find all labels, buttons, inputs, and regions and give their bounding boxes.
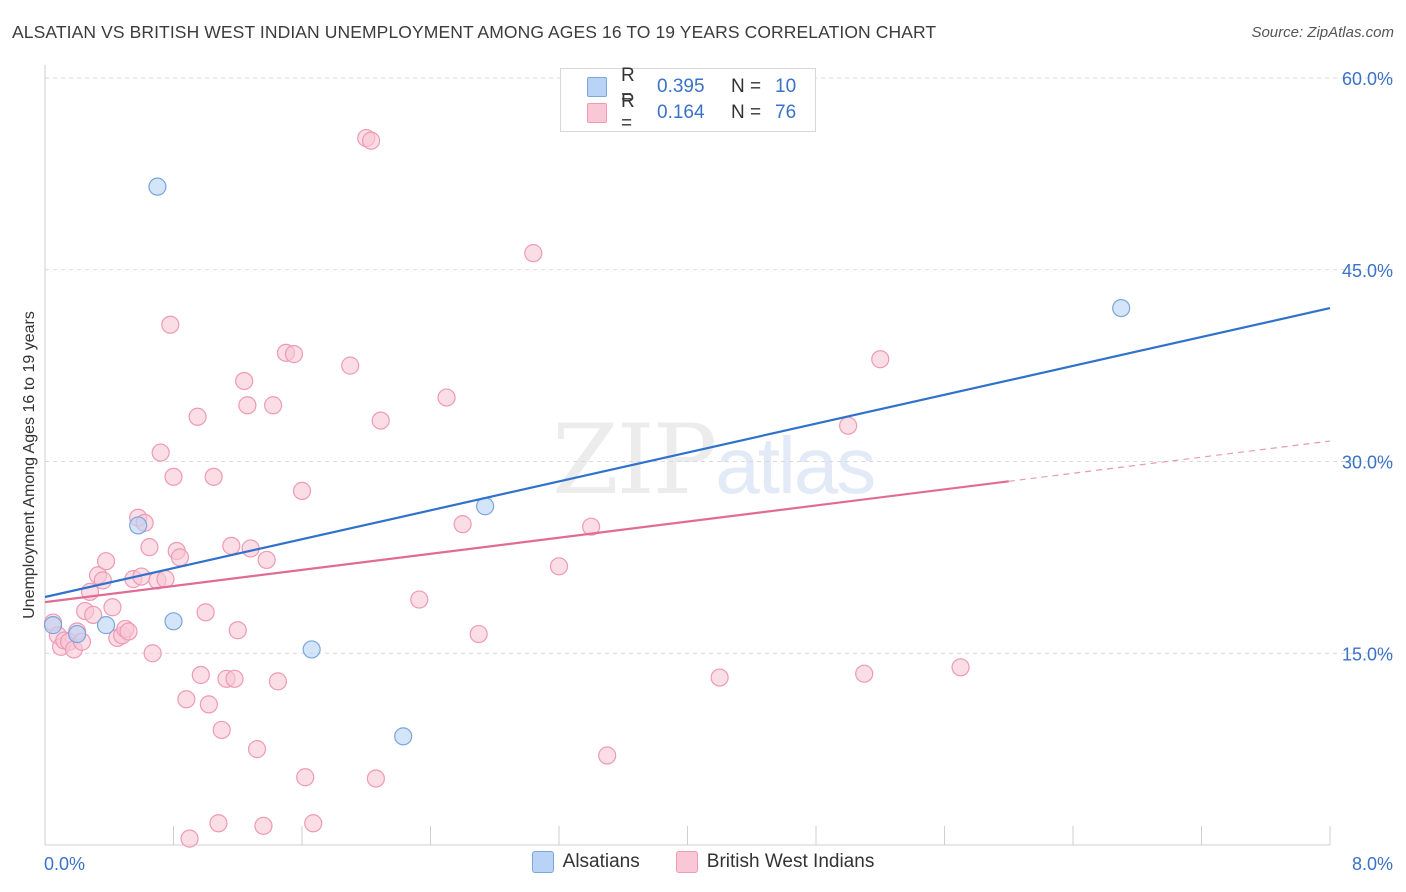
legend-label-bwi: British West Indians (706, 851, 875, 872)
x-tick-label: 8.0% (1352, 854, 1393, 874)
bwi-point (257, 550, 276, 570)
bwi-point (341, 356, 360, 375)
series-legend: Alsatians British West Indians (0, 851, 1406, 873)
chart-title: ALSATIAN VS BRITISH WEST INDIAN UNEMPLOY… (12, 22, 937, 42)
bwi-point (410, 590, 429, 609)
bwi-point (361, 131, 381, 150)
bwi-point (156, 570, 175, 589)
legend-r-value: 0.164 (657, 102, 705, 123)
bwi-point (212, 720, 231, 740)
bwi-trendline (44, 480, 1009, 604)
bwi-point (284, 345, 304, 364)
bwi-point (170, 548, 190, 567)
bwi-point (177, 690, 196, 709)
legend-n-value: 76 (775, 102, 797, 123)
bwi-point (268, 672, 288, 691)
bwi-point (598, 746, 617, 765)
bwi-point (103, 598, 122, 617)
x-tick-label: 0.0% (44, 854, 85, 874)
watermark-zip: ZIP (552, 404, 717, 516)
bwi-point (140, 538, 159, 557)
bwi-point (710, 668, 729, 687)
legend-n-value: 10 (775, 76, 797, 97)
bwi-point (238, 396, 257, 415)
bwi-point (469, 624, 488, 644)
bwi-point (180, 829, 199, 848)
alsatian-point (96, 616, 116, 635)
bwi-point (96, 552, 116, 571)
legend-label-alsatians: Alsatians (562, 851, 640, 872)
bwi-point (199, 695, 218, 714)
alsatian-point (394, 727, 413, 746)
legend-n-label: N = (731, 102, 762, 123)
bwi-point (119, 622, 138, 641)
bwi-trendline-extension (1008, 440, 1331, 482)
legend-swatch-alsatians (587, 77, 607, 97)
alsatian-point (43, 616, 63, 635)
legend-swatch-alsatians (531, 851, 554, 873)
correlation-legend: R = 0.395 N = 10 R = 0.164 N = 76 (560, 65, 816, 134)
alsatian-point (68, 624, 87, 644)
legend-swatch-bwi (675, 851, 698, 873)
bwi-point (225, 669, 244, 688)
bwi-point (204, 467, 223, 486)
y-tick-label: 60.0% (1342, 69, 1393, 89)
watermark: ZIPatlas (552, 404, 876, 516)
bwi-point (164, 467, 183, 486)
bwi-point (151, 443, 170, 462)
legend-row-alsatians: R = 0.395 N = 10 (587, 65, 797, 108)
watermark-atlas: atlas (715, 421, 876, 510)
alsatian-trendline (44, 307, 1331, 599)
source-label: Source: ZipAtlas.com (1251, 24, 1394, 41)
bwi-point (191, 665, 210, 685)
y-tick-label: 45.0% (1342, 261, 1393, 281)
bwi-point (453, 515, 472, 534)
bwi-point (292, 481, 312, 501)
bwi-point (549, 557, 569, 576)
legend-r-value: 0.395 (657, 76, 705, 97)
bwi-point (582, 517, 601, 536)
bwi-point (254, 816, 273, 835)
bwi-point (209, 814, 228, 833)
alsatian-point (302, 640, 321, 659)
y-tick-label: 15.0% (1342, 644, 1393, 664)
bwi-point (247, 740, 267, 759)
y-tick-label: 30.0% (1342, 453, 1393, 473)
bwi-point (304, 814, 323, 833)
legend-row-bwi: R = 0.164 N = 76 (587, 91, 797, 134)
bwi-point (84, 605, 103, 625)
bwi-point (366, 769, 385, 788)
alsatian-point (129, 516, 148, 535)
bwi-point (222, 536, 241, 555)
bwi-point (228, 621, 247, 640)
bwi-point (524, 244, 543, 263)
bwi-point (235, 371, 254, 391)
legend-swatch-bwi (587, 103, 607, 123)
legend-r-label: R = (621, 91, 635, 134)
bwi-point (437, 388, 456, 407)
bwi-point (839, 416, 858, 435)
bwi-point (296, 768, 315, 787)
bwi-point (196, 603, 215, 622)
bwi-point (161, 315, 180, 334)
legend-r-label: R = (621, 65, 635, 108)
bwi-point (371, 411, 390, 430)
alsatian-point (148, 177, 167, 196)
alsatian-point (1112, 299, 1131, 318)
bwi-point (143, 644, 162, 663)
bwi-point (263, 396, 283, 415)
legend-item-alsatians[interactable]: Alsatians (531, 851, 640, 873)
y-axis-title: Unemployment Among Ages 16 to 19 years (21, 311, 38, 619)
legend-item-bwi[interactable]: British West Indians (675, 851, 875, 873)
alsatian-point (164, 612, 183, 631)
bwi-point (855, 664, 874, 683)
bwi-point (871, 350, 890, 369)
bwi-point (188, 407, 207, 426)
legend-n-label: N = (731, 76, 762, 97)
bwi-point (951, 658, 970, 677)
